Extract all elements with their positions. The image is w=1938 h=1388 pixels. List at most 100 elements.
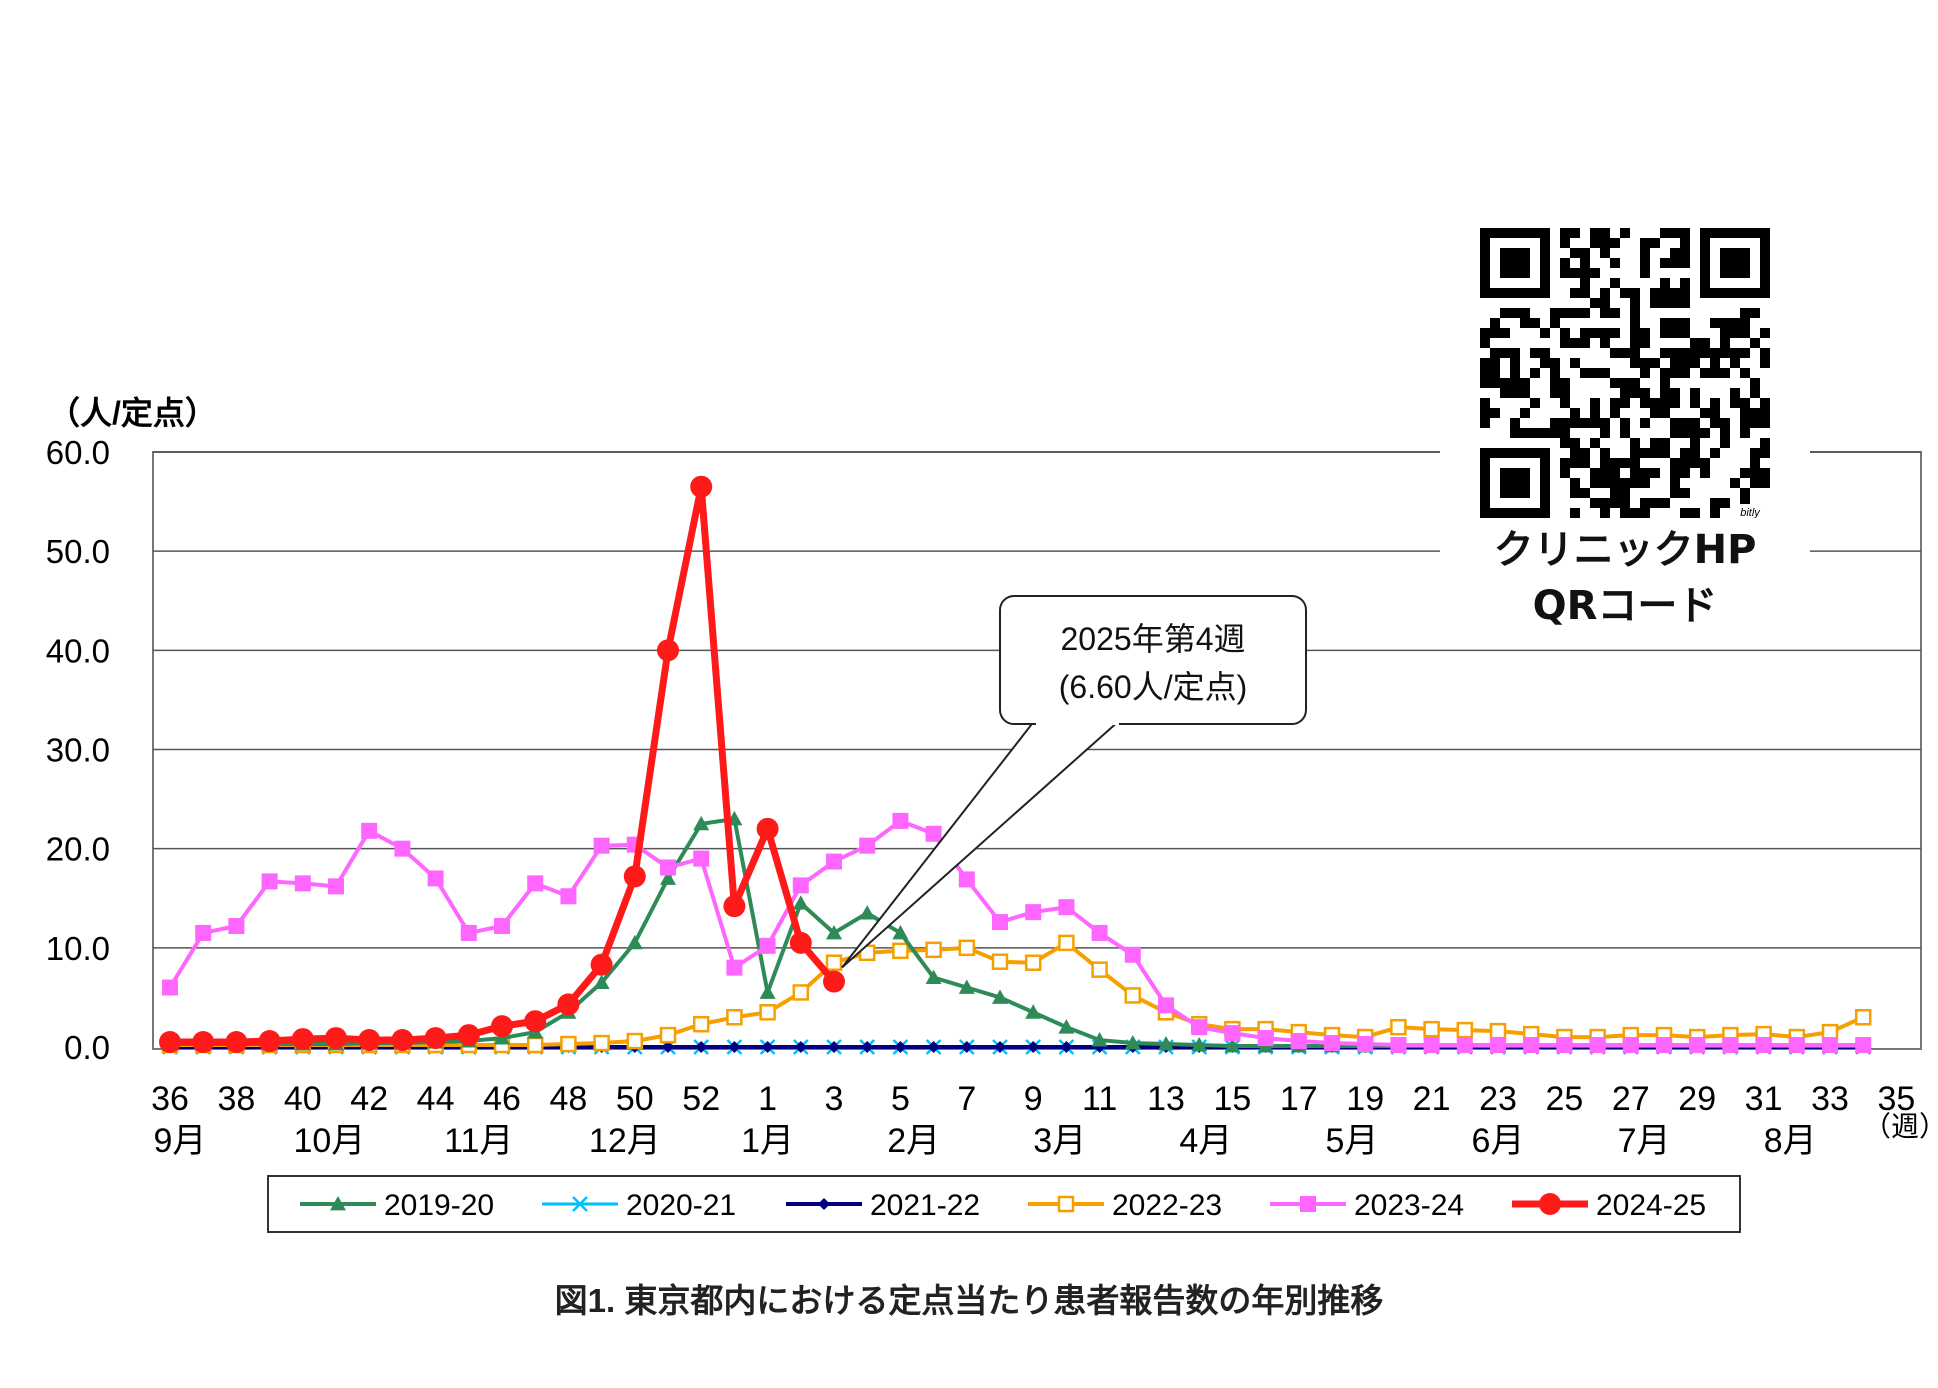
qr-module [1640,478,1650,488]
qr-module [1620,288,1630,298]
qr-module [1650,238,1660,248]
qr-module [1720,418,1730,428]
qr-module [1760,438,1770,448]
annotation-callout: 2025年第4週 (6.60人/定点) [841,595,1307,969]
qr-module [1650,448,1660,458]
qr-module [1750,338,1760,348]
data-point [792,877,809,894]
x-tick-label: 48 [549,1080,587,1118]
qr-module [1570,408,1580,418]
qr-module [1650,358,1660,368]
month-label: 3月 [1033,1122,1086,1160]
data-point [491,1015,513,1038]
qr-module [1540,358,1550,368]
qr-module [1720,438,1730,448]
data-point [925,969,942,984]
qr-module [1630,378,1640,388]
qr-module [1600,248,1610,258]
qr-module [1620,388,1630,398]
qr-module [1710,398,1720,408]
data-point [1689,1037,1706,1054]
qr-code[interactable]: bitly [1480,228,1770,518]
qr-module [1750,448,1760,458]
qr-module [1680,448,1690,458]
legend-label: 2022-23 [1112,1189,1222,1222]
data-point [361,822,378,839]
qr-module [1480,418,1490,428]
x-tick-label: 3 [825,1080,844,1118]
qr-module [1580,328,1590,338]
data-point [494,1030,510,1045]
qr-module [1600,298,1610,308]
qr-module [1660,498,1670,508]
qr-brand-logo: bitly [1740,507,1761,518]
qr-module [1600,448,1610,458]
qr-module [1620,478,1630,488]
qr-module [1490,318,1500,328]
qr-module [1480,328,1490,338]
data-point [1027,1041,1040,1053]
data-point [457,1024,480,1047]
qr-module [1630,338,1640,348]
data-point [1755,1037,1772,1054]
qr-module [1660,448,1670,458]
qr-module [1680,278,1690,288]
qr-module [1720,338,1730,348]
data-point [759,1004,776,1021]
x-tick-label: 33 [1811,1080,1849,1118]
y-tick-label: 10.0 [46,930,110,967]
qr-module [1660,398,1670,408]
data-point [690,475,713,498]
qr-module [1730,478,1740,488]
data-point [1191,1037,1208,1052]
qr-module [1670,288,1680,298]
month-label: 12月 [589,1122,661,1160]
data-point [391,1029,414,1052]
qr-module [1710,318,1720,328]
data-point [1057,1195,1075,1213]
qr-module [1480,398,1490,408]
callout-box [999,595,1307,725]
data-point [1589,1037,1606,1054]
qr-module [1670,488,1680,498]
qr-module [1750,458,1760,468]
qr-module [1730,358,1740,368]
legend-item-2022-23: 2022-23 [1028,1189,1222,1222]
qr-module [1640,498,1650,508]
data-point [1158,1036,1174,1051]
qr-module [1500,388,1510,398]
x-tick-label: 25 [1545,1080,1583,1118]
qr-module [1610,238,1620,248]
qr-module [1730,328,1740,338]
qr-module [1760,358,1770,368]
qr-module [1590,298,1600,308]
qr-module [1640,328,1650,338]
data-point [325,1027,347,1050]
data-point [1854,1009,1872,1026]
qr-module [1590,228,1600,238]
qr-finder-center [1500,468,1530,498]
data-point [557,993,580,1016]
qr-module [1660,328,1670,338]
qr-module [1530,318,1540,328]
qr-module [1680,458,1690,468]
data-point [1656,1037,1672,1054]
qr-module [1650,288,1660,298]
qr-module [1560,338,1570,348]
qr-module [1710,508,1720,518]
data-point [657,639,679,662]
data-point [825,954,843,971]
data-point [394,840,411,857]
legend-label: 2023-24 [1354,1189,1464,1222]
x-tick-label: 9 [1024,1080,1043,1118]
qr-module [1660,348,1670,358]
qr-module [1560,428,1570,438]
month-labels: 9月 10月 11月 12月 1月 2月 3月 4月 5月 6月 7月 8月 [153,1122,1816,1160]
qr-module [1750,418,1760,428]
data-point [728,1041,741,1053]
qr-module [1690,418,1700,428]
qr-finder-center [1720,248,1750,278]
qr-module [1590,468,1600,478]
qr-module [1670,248,1680,258]
